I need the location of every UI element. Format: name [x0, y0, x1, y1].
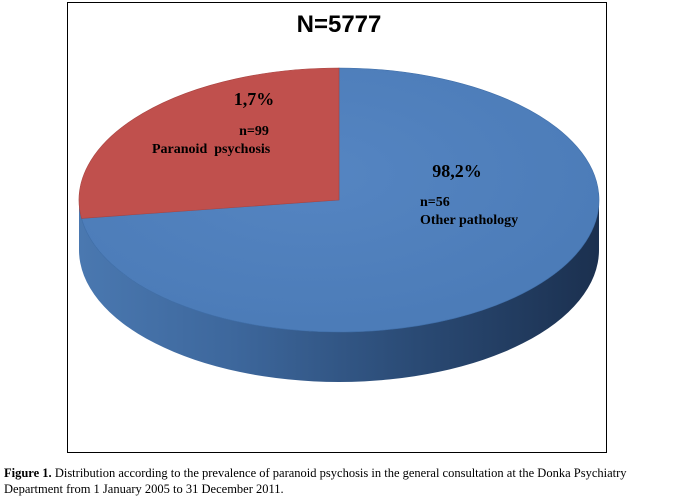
paranoid-name-label: Paranoid psychosis: [152, 142, 271, 157]
other-name-label: Other pathology: [420, 213, 518, 228]
pie-chart: N=5777 1,7% n=99 Paranoid psychosis 98,2…: [78, 11, 600, 382]
paranoid-count-label: n=99: [239, 124, 269, 139]
caption-label: Figure 1.: [4, 466, 52, 480]
paranoid-percent-label: 1,7%: [234, 89, 275, 109]
pie-slice-other-pathology: [81, 67, 600, 333]
figure-caption: Figure 1. Distribution according to the …: [4, 465, 680, 497]
other-percent-label: 98,2%: [432, 161, 482, 181]
pie-slice-paranoid-psychosis: [78, 67, 340, 219]
other-count-label: n=56: [420, 195, 450, 210]
pie-side-wall: [79, 200, 599, 382]
figure-frame: N=5777 1,7% n=99 Paranoid psychosis 98,2…: [67, 2, 607, 453]
caption-text: Distribution according to the prevalence…: [4, 466, 627, 496]
chart-title: N=5777: [297, 11, 382, 38]
